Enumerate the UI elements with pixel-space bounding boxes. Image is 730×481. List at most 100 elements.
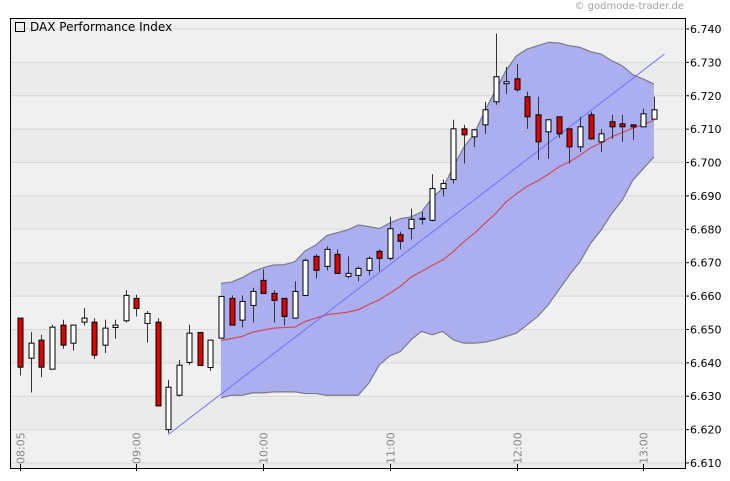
x-tick-label: 08:05 (15, 432, 28, 464)
grid-band (11, 396, 684, 430)
candle-body-up (28, 342, 35, 359)
candle (218, 295, 225, 339)
candle (619, 114, 626, 142)
candle-body-up (503, 81, 510, 85)
candle-body-down (133, 297, 140, 309)
candle-body-down (588, 114, 595, 140)
candle (461, 124, 468, 164)
candle-body-up (176, 364, 183, 396)
x-tick-label: 09:00 (131, 432, 144, 464)
candle (482, 101, 489, 134)
candle-body-up (651, 109, 658, 120)
candle-body-down (60, 324, 67, 346)
candle (535, 96, 542, 160)
candle-body-down (524, 96, 531, 118)
candle (419, 211, 426, 225)
candle (313, 254, 320, 279)
candle-body-up (493, 76, 500, 103)
candle (545, 119, 552, 159)
candle (292, 281, 299, 319)
candle-body-down (155, 321, 162, 407)
candle (408, 208, 415, 240)
candle (345, 256, 352, 279)
candle (176, 359, 183, 397)
candle (207, 339, 214, 371)
candle-body-up (292, 290, 299, 319)
candle-body-down (566, 128, 573, 148)
candle (334, 249, 341, 274)
candle-body-up (482, 109, 489, 126)
candle (355, 266, 362, 282)
candle-body-up (207, 339, 214, 369)
candle (598, 128, 605, 152)
candle-body-up (366, 257, 373, 271)
candle (324, 246, 331, 271)
legend-label: DAX Performance Index (30, 20, 172, 34)
candle (250, 287, 257, 323)
candle-body-up (545, 119, 552, 133)
candle-body-up (429, 188, 436, 221)
candle-body-down (630, 124, 637, 128)
candle-body-down (17, 317, 24, 368)
candle (387, 216, 394, 261)
x-tick-label: 11:00 (385, 432, 398, 464)
candle-body-down (556, 116, 563, 135)
y-tick-label: 6.680 (690, 223, 722, 236)
candle-body-up (640, 113, 647, 128)
candle (514, 64, 521, 92)
candle-body-up (598, 133, 605, 143)
candle (81, 308, 88, 326)
upper-band-line (220, 41, 655, 284)
candle-body-up (239, 300, 246, 321)
candle-body-up (355, 267, 362, 276)
candle-body-up (49, 326, 56, 370)
candle (123, 290, 130, 323)
candle-body-up (324, 248, 331, 267)
candle (609, 114, 616, 139)
candle (186, 324, 193, 365)
candle (376, 249, 383, 272)
candle (260, 269, 267, 294)
candle-body-down (281, 297, 288, 317)
y-tick-label: 6.700 (690, 157, 722, 170)
candle (429, 174, 436, 222)
candle-body-down (535, 114, 542, 143)
candle-body-up (144, 312, 151, 324)
candle-body-down (91, 321, 98, 356)
y-tick-label: 6.690 (690, 190, 722, 203)
candle-body-down (609, 121, 616, 128)
candle-body-down (197, 331, 204, 367)
candle-body-up (123, 294, 130, 322)
candle (524, 91, 531, 129)
candle (38, 334, 45, 378)
candle-body-up (302, 259, 309, 296)
candle-body-up (250, 290, 257, 306)
candle-body-up (345, 272, 352, 277)
candle-body-down (461, 128, 468, 136)
y-tick-label: 6.740 (690, 23, 722, 36)
candle-body-up (440, 183, 447, 190)
candle (155, 318, 162, 407)
candle (577, 116, 584, 152)
candle-body-up (70, 324, 77, 344)
candle (366, 256, 373, 276)
y-tick-label: 6.720 (690, 90, 722, 103)
grid-band (11, 463, 684, 467)
candle (450, 119, 457, 184)
lower-band-line (220, 156, 655, 399)
candle-body-down (260, 279, 267, 294)
x-tick-label: 12:00 (512, 432, 525, 464)
candle (588, 111, 595, 140)
candle-body-up (408, 218, 415, 230)
grid-band (11, 19, 684, 29)
candle-body-down (334, 253, 341, 274)
candle (165, 379, 172, 433)
candle-body-up (218, 295, 225, 339)
x-tick-label: 10:00 (258, 432, 271, 464)
candle (651, 96, 658, 120)
candle (102, 319, 109, 354)
y-tick-label: 6.730 (690, 56, 722, 69)
candle (229, 295, 236, 326)
